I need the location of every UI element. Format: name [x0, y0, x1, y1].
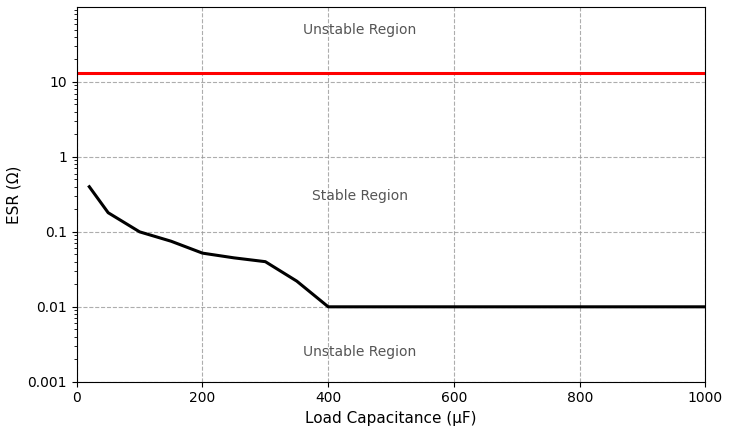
Text: Unstable Region: Unstable Region [303, 23, 416, 36]
Text: Unstable Region: Unstable Region [303, 345, 416, 359]
Y-axis label: ESR (Ω): ESR (Ω) [7, 165, 22, 223]
Text: Stable Region: Stable Region [312, 189, 407, 203]
X-axis label: Load Capacitance (μF): Load Capacitance (μF) [305, 411, 477, 426]
